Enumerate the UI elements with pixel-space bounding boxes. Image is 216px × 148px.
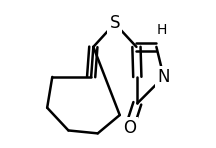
Text: S: S xyxy=(110,14,120,32)
Text: H: H xyxy=(157,23,167,37)
Text: O: O xyxy=(123,119,136,137)
Text: N: N xyxy=(157,68,170,86)
